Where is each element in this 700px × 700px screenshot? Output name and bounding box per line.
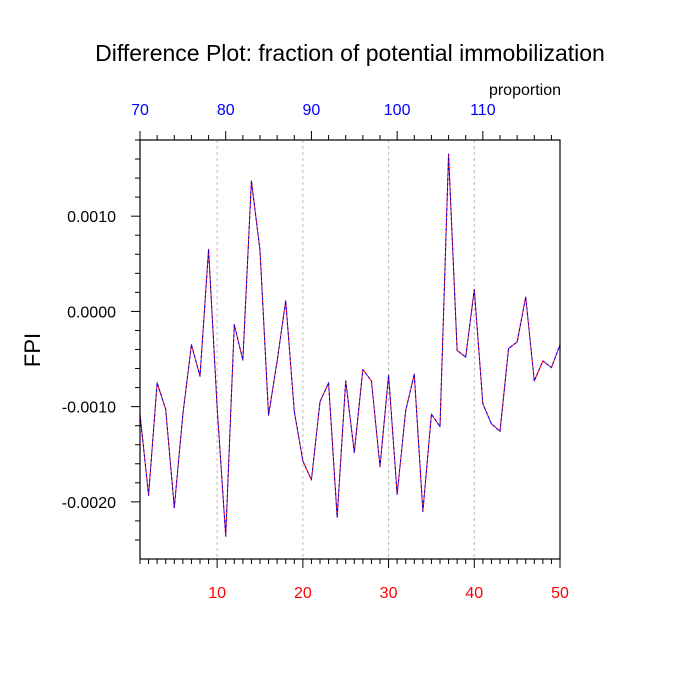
- data-point: [182, 413, 184, 415]
- data-point: [396, 493, 398, 495]
- series-line-red: [139, 153, 561, 537]
- data-point: [207, 248, 210, 251]
- data-point: [250, 180, 253, 182]
- data-point: [285, 300, 287, 302]
- data-point: [465, 356, 467, 358]
- data-point: [482, 403, 484, 405]
- data-point: [387, 374, 390, 376]
- data-point: [525, 296, 527, 298]
- chart-title: Difference Plot: fraction of potential i…: [95, 40, 605, 66]
- data-point: [199, 375, 201, 377]
- x-tick-label: 40: [465, 585, 483, 602]
- data-point: [430, 413, 433, 415]
- data-point: [336, 516, 338, 518]
- data-point: [362, 368, 364, 371]
- data-point: [473, 288, 475, 291]
- y-tick-label: 0.0000: [67, 304, 116, 321]
- data-point: [516, 341, 518, 343]
- grid-lines: [216, 140, 475, 559]
- data-point: [293, 410, 295, 412]
- series-line-blue-dashed: [139, 153, 561, 537]
- data-point: [413, 373, 415, 375]
- data-point: [499, 430, 501, 432]
- y-tick-label: -0.0020: [62, 495, 116, 512]
- x-tick-label: 10: [208, 585, 226, 602]
- data-point: [345, 380, 347, 382]
- y-axis-label: FPI: [20, 333, 45, 367]
- data-point: [327, 382, 330, 384]
- data-point: [319, 401, 321, 403]
- data-point: [542, 360, 544, 362]
- data-point: [533, 380, 535, 382]
- top-axis-label: proportion: [489, 82, 561, 99]
- top-x-tick-label: 70: [131, 102, 149, 119]
- data-point: [259, 249, 261, 252]
- data-point: [225, 535, 227, 537]
- series-lines: [139, 153, 561, 537]
- data-point: [165, 408, 167, 411]
- data-point: [242, 359, 244, 361]
- data-point: [439, 426, 441, 428]
- top-x-tick-label: 80: [217, 102, 235, 119]
- y-tick-label: 0.0010: [67, 209, 116, 226]
- data-point: [173, 506, 175, 509]
- x-tick-label: 30: [380, 585, 398, 602]
- data-point: [405, 409, 407, 412]
- data-point: [276, 360, 278, 362]
- data-point: [310, 479, 313, 481]
- data-point: [379, 466, 381, 468]
- data-point: [190, 344, 193, 346]
- data-point: [550, 366, 553, 369]
- axis-ticks: [131, 131, 561, 568]
- tick-labels: 10 20 30 40 50 70 80 90 100 110 0.0010 0.0000 -0.001…: [62, 102, 569, 602]
- data-point: [267, 414, 270, 416]
- x-tick-label: 20: [294, 585, 312, 602]
- data-point: [490, 423, 493, 425]
- data-point: [302, 460, 304, 462]
- data-point: [353, 451, 355, 453]
- data-point: [447, 153, 450, 155]
- top-x-tick-label: 100: [384, 102, 411, 119]
- data-point: [216, 406, 218, 409]
- data-point: [233, 324, 235, 326]
- y-tick-label: -0.0010: [62, 400, 116, 417]
- data-point: [422, 510, 424, 512]
- top-x-tick-label: 110: [470, 102, 496, 119]
- data-point: [147, 494, 150, 496]
- x-tick-label: 50: [551, 585, 569, 602]
- data-point: [156, 382, 158, 384]
- data-point: [456, 349, 458, 352]
- top-x-tick-label: 90: [303, 102, 321, 119]
- data-point: [507, 347, 510, 350]
- data-point: [370, 380, 373, 382]
- plot-frame: [139, 139, 561, 560]
